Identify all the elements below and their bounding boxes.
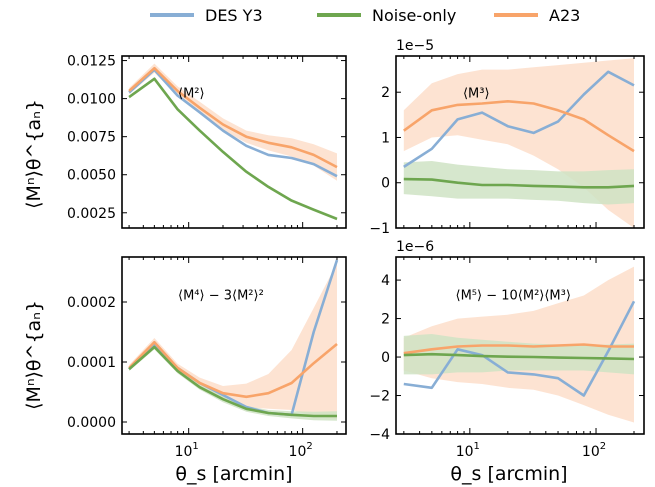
series-line-a23 — [403, 343, 634, 355]
y-tick-label: −1 — [369, 221, 390, 237]
x-tick-label: 102 — [582, 441, 606, 460]
series-line-des-y3 — [403, 70, 635, 168]
x-axis-label-left: θ_s [arcmin] — [175, 463, 292, 485]
axes-frame — [395, 55, 645, 229]
panel-2: −1 0 1 2 1e−5 ⟨M³⟩ — [369, 38, 645, 237]
panels: 0.0025 0.0050 0.0075 0.0100 0.0125 ⟨M²⟩ −1 0 1 2 1… — [67, 38, 645, 460]
offset-text: 1e−5 — [396, 38, 434, 54]
panel-label: ⟨M²⟩ — [178, 87, 205, 102]
series-line-noise-only — [128, 345, 337, 418]
legend-item: A23 — [494, 6, 580, 25]
y-tick-label: 2 — [381, 85, 390, 101]
x-axis-label-right: θ_s [arcmin] — [450, 463, 567, 485]
band-noise-only — [403, 334, 634, 375]
axes-frame — [395, 256, 645, 435]
y-tick-label: 1 — [381, 130, 390, 146]
panel-4: −4 −2 0 2 4 101 102 1e−6 ⟨M⁵⟩ − 10⟨M²⟩⟨M³⟩ — [369, 239, 645, 460]
series-line-noise-only — [128, 77, 338, 221]
legend-item: DES Y3 — [150, 6, 263, 25]
series-line-a23 — [128, 340, 338, 399]
panel-3: 0.0000 0.0001 0.0002 101 102 ⟨M⁴⟩ − 3⟨M²⟩² — [67, 256, 347, 460]
panel-label: ⟨M⁴⟩ − 3⟨M²⟩² — [178, 288, 264, 303]
y-tick-label: 0.0100 — [67, 92, 116, 108]
legend-label: Noise-only — [372, 6, 456, 25]
offset-text: 1e−6 — [396, 239, 434, 255]
series-line-noise-only — [403, 177, 635, 189]
x-tick-label: 101 — [456, 441, 480, 460]
x-tick-label: 101 — [175, 441, 199, 460]
band-noise-only — [403, 161, 634, 205]
y-tick-label: 4 — [381, 273, 390, 289]
y-tick-label: −2 — [369, 389, 390, 405]
panel-label: ⟨M³⟩ — [463, 87, 490, 102]
panel-label: ⟨M⁵⟩ − 10⟨M²⟩⟨M³⟩ — [456, 288, 571, 303]
y-tick-label: 0.0001 — [67, 355, 116, 371]
band-a23 — [129, 263, 337, 419]
series-line-des-y3 — [128, 68, 338, 178]
series-line-a23 — [128, 66, 338, 169]
y-tick-label: 2 — [381, 312, 390, 328]
axes-frame — [121, 256, 347, 435]
y-tick-label: 0 — [381, 350, 390, 366]
y-tick-label: 0.0000 — [67, 415, 116, 431]
y-tick-label: 0 — [381, 176, 390, 192]
y-tick-label: −4 — [369, 427, 390, 443]
y-tick-label: 0.0125 — [67, 54, 116, 70]
series-line-noise-only — [403, 352, 635, 361]
y-tick-label: 0.0050 — [67, 168, 116, 184]
axes-frame — [121, 55, 347, 229]
y-tick-label: 0.0075 — [67, 130, 116, 146]
y-tick-label: 0.0002 — [67, 295, 116, 311]
legend-item: Noise-only — [317, 6, 456, 25]
legend-label: A23 — [549, 6, 580, 25]
panel-1: 0.0025 0.0050 0.0075 0.0100 0.0125 ⟨M²⟩ — [67, 54, 347, 229]
legend-label: DES Y3 — [205, 6, 263, 25]
legend: DES Y3 Noise-only A23 — [150, 6, 580, 25]
series-line-des-y3 — [403, 300, 636, 397]
y-tick-label: 0.0025 — [67, 206, 116, 222]
x-tick-label: 102 — [289, 441, 313, 460]
y-axis-label-bottom: ⟨Mⁿ⟩θ^{aₙ} — [23, 300, 45, 410]
series-line-a23 — [403, 100, 635, 153]
y-axis-label-top: ⟨Mⁿ⟩θ^{aₙ} — [23, 99, 45, 209]
